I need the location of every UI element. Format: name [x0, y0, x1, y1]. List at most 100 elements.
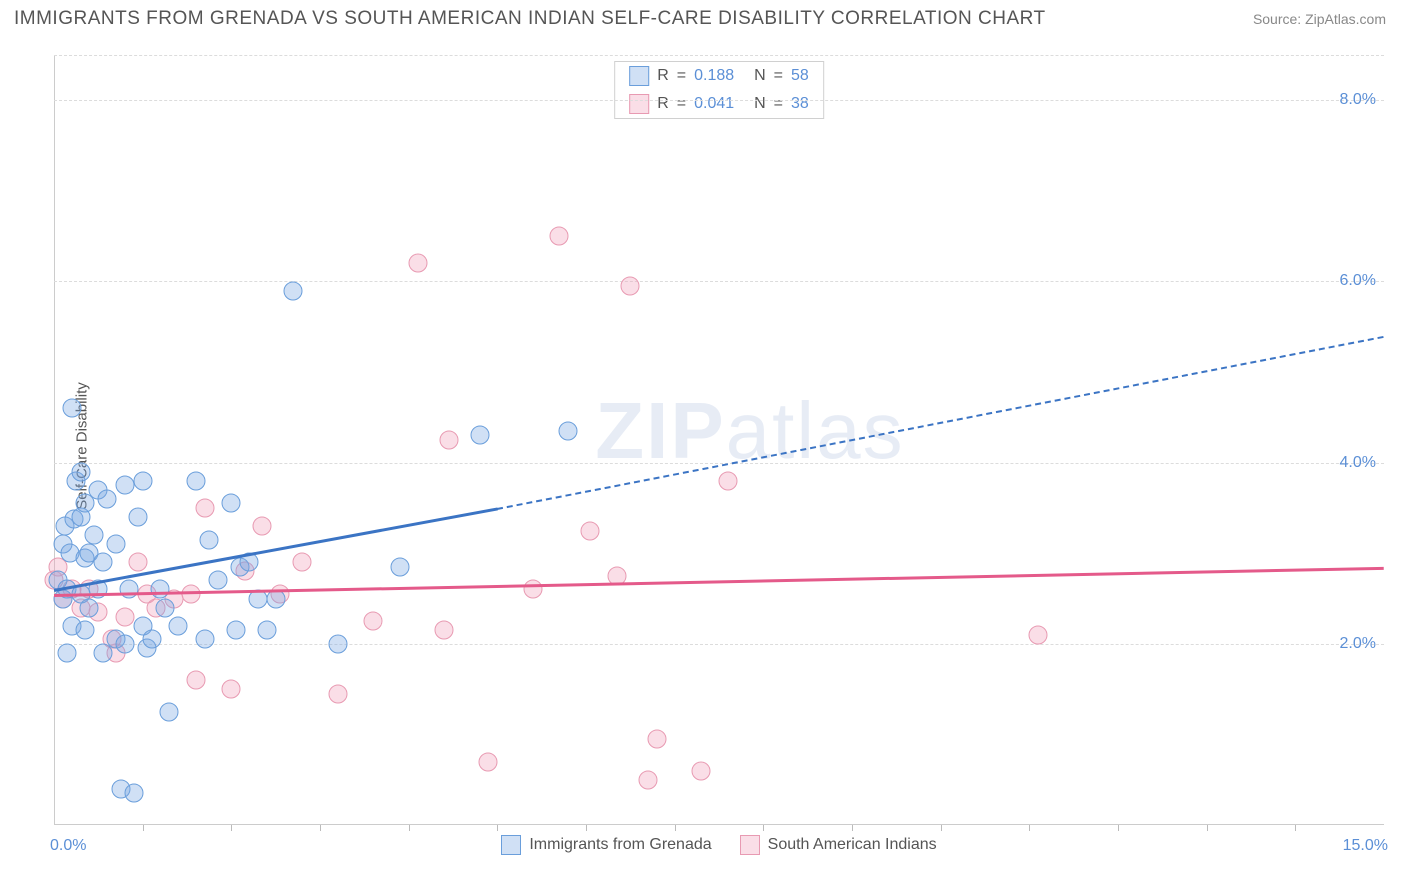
data-point-series-b: [186, 671, 205, 690]
legend-label-series-a: Immigrants from Grenada: [529, 836, 711, 854]
grid-line: [54, 644, 1384, 645]
data-point-series-b: [1029, 625, 1048, 644]
data-point-series-b: [408, 254, 427, 273]
data-point-series-a: [62, 399, 81, 418]
x-tick-mark: [1207, 825, 1208, 831]
y-tick-label: 2.0%: [1340, 635, 1376, 653]
data-point-series-b: [364, 612, 383, 631]
data-point-series-a: [284, 281, 303, 300]
data-point-series-a: [115, 634, 134, 653]
n-value-a: 58: [791, 67, 809, 85]
x-axis-line: [54, 824, 1384, 825]
grid-line: [54, 281, 1384, 282]
swatch-series-a: [501, 835, 521, 855]
x-tick-mark: [852, 825, 853, 831]
data-point-series-a: [470, 426, 489, 445]
x-tick-mark: [675, 825, 676, 831]
source-attribution: Source: ZipAtlas.com: [1253, 11, 1386, 27]
swatch-series-b: [629, 94, 649, 114]
data-point-series-a: [169, 616, 188, 635]
data-point-series-a: [559, 421, 578, 440]
data-point-series-b: [253, 517, 272, 536]
legend-row-series-a: R = 0.188 N = 58: [615, 62, 823, 90]
data-point-series-b: [222, 680, 241, 699]
legend-item-series-b: South American Indians: [740, 835, 937, 855]
data-point-series-b: [182, 585, 201, 604]
data-point-series-b: [639, 770, 658, 789]
data-point-series-b: [129, 553, 148, 572]
grid-line: [54, 100, 1384, 101]
x-tick-mark: [763, 825, 764, 831]
data-point-series-a: [160, 702, 179, 721]
y-axis-line: [54, 55, 55, 825]
data-point-series-a: [120, 580, 139, 599]
data-point-series-a: [98, 489, 117, 508]
data-point-series-a: [151, 580, 170, 599]
legend-label-series-b: South American Indians: [768, 836, 937, 854]
data-point-series-b: [581, 521, 600, 540]
x-tick-mark: [1029, 825, 1030, 831]
data-point-series-a: [390, 557, 409, 576]
grid-line: [54, 55, 1384, 56]
x-tick-mark: [497, 825, 498, 831]
data-point-series-b: [550, 227, 569, 246]
data-point-series-b: [195, 498, 214, 517]
data-point-series-a: [107, 535, 126, 554]
r-value-b: 0.041: [694, 95, 746, 113]
data-point-series-a: [186, 471, 205, 490]
series-legend: 0.0% Immigrants from Grenada South Ameri…: [54, 835, 1384, 855]
swatch-series-a: [629, 66, 649, 86]
r-value-a: 0.188: [694, 67, 746, 85]
x-tick-mark: [586, 825, 587, 831]
data-point-series-a: [209, 571, 228, 590]
data-point-series-a: [142, 630, 161, 649]
x-axis-min-label: 0.0%: [50, 837, 86, 855]
trend-line: [497, 336, 1384, 510]
y-tick-label: 8.0%: [1340, 91, 1376, 109]
data-point-series-b: [692, 761, 711, 780]
data-point-series-a: [124, 784, 143, 803]
data-point-series-a: [129, 508, 148, 527]
x-tick-mark: [320, 825, 321, 831]
data-point-series-a: [84, 526, 103, 545]
data-point-series-b: [523, 580, 542, 599]
data-point-series-b: [435, 621, 454, 640]
data-point-series-b: [439, 431, 458, 450]
data-point-series-a: [93, 553, 112, 572]
data-point-series-a: [257, 621, 276, 640]
data-point-series-a: [115, 476, 134, 495]
data-point-series-a: [195, 630, 214, 649]
data-point-series-b: [479, 752, 498, 771]
header: IMMIGRANTS FROM GRENADA VS SOUTH AMERICA…: [0, 0, 1406, 38]
data-point-series-b: [115, 607, 134, 626]
data-point-series-b: [621, 277, 640, 296]
data-point-series-b: [718, 471, 737, 490]
data-point-series-a: [80, 598, 99, 617]
data-point-series-b: [328, 684, 347, 703]
scatter-chart: ZIPatlas R = 0.188 N = 58 R = 0.041 N = …: [54, 55, 1384, 825]
legend-item-series-a: Immigrants from Grenada: [501, 835, 711, 855]
x-tick-mark: [409, 825, 410, 831]
data-point-series-a: [133, 471, 152, 490]
x-tick-mark: [1295, 825, 1296, 831]
x-tick-mark: [143, 825, 144, 831]
x-axis-max-label: 15.0%: [1343, 837, 1388, 855]
data-point-series-b: [293, 553, 312, 572]
legend-row-series-b: R = 0.041 N = 38: [615, 90, 823, 118]
data-point-series-b: [647, 729, 666, 748]
grid-line: [54, 463, 1384, 464]
data-point-series-a: [226, 621, 245, 640]
data-point-series-a: [222, 494, 241, 513]
data-point-series-a: [200, 530, 219, 549]
correlation-legend: R = 0.188 N = 58 R = 0.041 N = 38: [614, 61, 824, 119]
swatch-series-b: [740, 835, 760, 855]
data-point-series-a: [71, 462, 90, 481]
x-tick-mark: [1118, 825, 1119, 831]
data-point-series-a: [76, 621, 95, 640]
chart-title: IMMIGRANTS FROM GRENADA VS SOUTH AMERICA…: [14, 8, 1046, 30]
n-value-b: 38: [791, 95, 809, 113]
data-point-series-a: [155, 598, 174, 617]
data-point-series-a: [328, 634, 347, 653]
x-tick-mark: [231, 825, 232, 831]
y-tick-label: 4.0%: [1340, 454, 1376, 472]
